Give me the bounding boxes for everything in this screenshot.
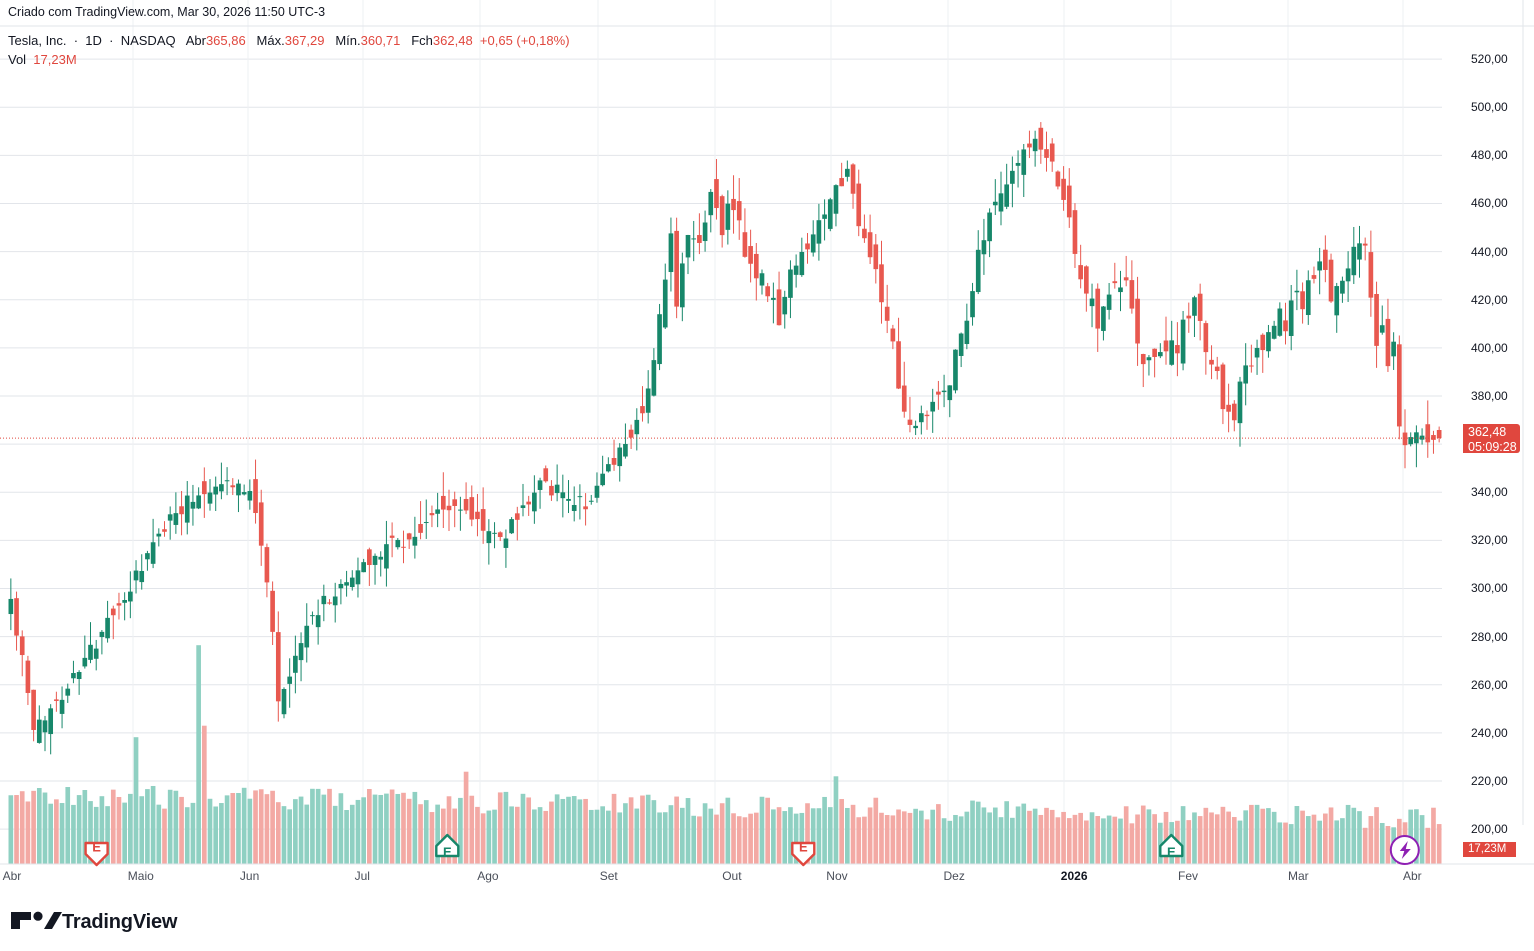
svg-text:E: E [799,839,808,854]
svg-text:E: E [1167,844,1176,859]
svg-text:E: E [92,839,101,854]
svg-text:E: E [443,844,452,859]
